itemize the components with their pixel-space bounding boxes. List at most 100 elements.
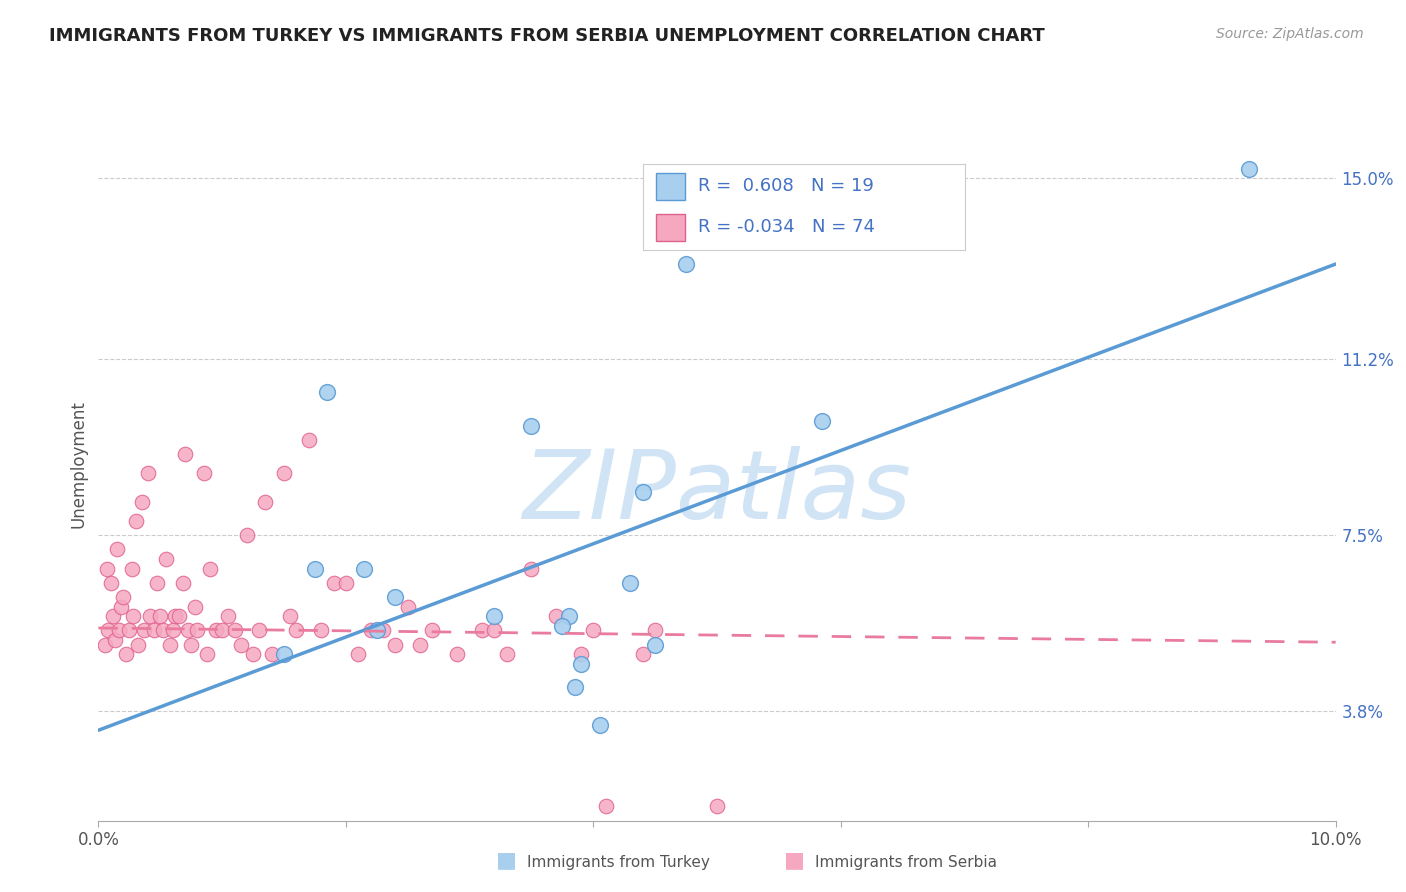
Point (298, 433, 321, 447)
Point (149, 609, 172, 624)
Point (285, 624, 308, 638)
Point (131, 495, 153, 509)
Point (569, 657, 592, 671)
Point (254, 495, 277, 509)
Point (184, 599, 207, 614)
Point (105, 542, 128, 557)
Point (384, 638, 406, 652)
Point (520, 418, 543, 433)
Point (122, 609, 145, 624)
Point (139, 609, 162, 624)
Text: R = -0.034   N = 74: R = -0.034 N = 74 (697, 219, 875, 236)
Point (396, 599, 419, 614)
Point (551, 618, 574, 632)
Point (100, 575, 122, 590)
Point (124, 514, 146, 528)
Point (644, 624, 666, 638)
Text: ZIPatlas: ZIPatlas (523, 446, 911, 539)
Point (236, 528, 259, 542)
Point (520, 561, 543, 575)
Point (471, 624, 494, 638)
Point (588, 718, 610, 732)
Point (273, 467, 295, 481)
Point (644, 638, 666, 652)
Point (557, 609, 579, 624)
Point (273, 647, 295, 661)
Text: Immigrants from Turkey: Immigrants from Turkey (527, 855, 710, 870)
Point (706, 799, 728, 814)
Point (335, 575, 357, 590)
Point (134, 624, 156, 638)
Y-axis label: Unemployment: Unemployment (69, 400, 87, 528)
Point (136, 467, 159, 481)
Point (675, 257, 697, 271)
Point (595, 799, 617, 814)
Point (145, 575, 167, 590)
Point (155, 552, 177, 566)
Point (811, 414, 834, 428)
Point (167, 609, 190, 624)
Point (176, 624, 198, 638)
Point (353, 561, 375, 575)
Point (619, 575, 641, 590)
Point (211, 624, 233, 638)
Point (103, 632, 125, 647)
Point (143, 624, 166, 638)
Text: IMMIGRANTS FROM TURKEY VS IMMIGRANTS FROM SERBIA UNEMPLOYMENT CORRELATION CHART: IMMIGRANTS FROM TURKEY VS IMMIGRANTS FRO… (49, 27, 1045, 45)
Point (112, 590, 135, 604)
Point (409, 638, 432, 652)
Text: ■: ■ (496, 850, 516, 870)
Point (118, 624, 141, 638)
Point (247, 624, 270, 638)
Point (162, 624, 184, 638)
Point (316, 385, 339, 400)
Text: ■: ■ (785, 850, 804, 870)
Point (347, 647, 370, 661)
Point (224, 624, 246, 638)
Point (384, 590, 406, 604)
Point (304, 561, 326, 575)
Point (172, 575, 194, 590)
Point (114, 647, 136, 661)
Point (165, 609, 187, 624)
Point (366, 624, 388, 638)
Point (495, 647, 517, 661)
Point (174, 447, 197, 461)
Point (108, 624, 131, 638)
Point (152, 624, 174, 638)
Point (198, 561, 221, 575)
Point (422, 624, 444, 638)
FancyBboxPatch shape (655, 173, 685, 200)
Point (93, 638, 115, 652)
Text: Source: ZipAtlas.com: Source: ZipAtlas.com (1216, 27, 1364, 41)
Point (484, 624, 506, 638)
Point (97, 624, 120, 638)
Point (631, 485, 654, 500)
Point (193, 467, 215, 481)
FancyBboxPatch shape (655, 214, 685, 241)
Point (110, 599, 132, 614)
Point (569, 647, 592, 661)
Point (180, 638, 202, 652)
Point (260, 647, 283, 661)
Point (322, 575, 344, 590)
Point (159, 638, 181, 652)
Point (242, 647, 264, 661)
Point (96, 561, 118, 575)
Text: Immigrants from Serbia: Immigrants from Serbia (815, 855, 997, 870)
Point (103, 609, 125, 624)
Text: R =  0.608   N = 19: R = 0.608 N = 19 (697, 178, 873, 195)
Point (217, 609, 239, 624)
Point (1237, 161, 1260, 176)
Point (278, 609, 301, 624)
Point (205, 624, 228, 638)
Point (229, 638, 252, 652)
Point (582, 624, 605, 638)
Point (360, 624, 382, 638)
Point (195, 647, 218, 661)
Point (631, 647, 654, 661)
Point (127, 638, 149, 652)
Point (121, 561, 143, 575)
Point (546, 609, 568, 624)
Point (484, 609, 506, 624)
